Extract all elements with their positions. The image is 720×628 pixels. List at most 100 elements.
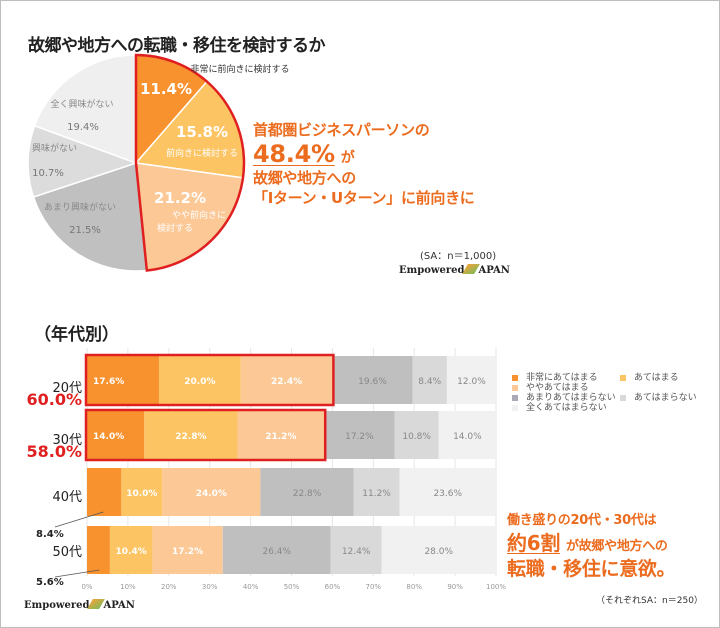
legend-label: あてはまる — [634, 373, 679, 383]
pie-category-label: 全く興味がない — [50, 98, 113, 110]
bar-segment — [109, 526, 153, 574]
pie-chart: 11.4% 15.8% 21.2% 21.5% 10.7% 19.4% 非常に前向きに検討す… — [27, 53, 290, 272]
bar-segment — [330, 526, 382, 574]
callout-40s-first: 8.4% — [36, 529, 64, 540]
x-tick-label: 50% — [284, 583, 300, 591]
x-tick-label: 40% — [243, 583, 259, 591]
legend-item: ややあてはまる — [512, 383, 620, 393]
bar-value-label: 20.0% — [184, 377, 215, 387]
pie-value-label: 11.4% — [140, 80, 192, 98]
x-tick-label: 0% — [81, 583, 92, 591]
bar-value-label: 28.0% — [424, 547, 453, 557]
callout2-line-1: 働き盛りの20代・30代は — [507, 513, 657, 528]
bar-value-label: 26.4% — [262, 547, 291, 557]
x-tick-label: 80% — [406, 583, 422, 591]
callout-line-1: 首都圏ビジネスパーソンの — [253, 121, 430, 139]
pie-category-label: 非常に前向きに検討する — [190, 63, 289, 75]
legend-label: ややあてはまる — [526, 383, 589, 393]
age-label-50s: 50代 — [52, 545, 82, 560]
x-tick-label: 70% — [366, 583, 382, 591]
bar-segment — [222, 526, 331, 574]
bar-value-label: 22.8% — [175, 432, 206, 442]
legend-swatch — [512, 375, 518, 381]
bar-segment — [446, 356, 496, 404]
pie-slice — [32, 161, 148, 272]
bar-value-label: 12.0% — [457, 377, 486, 387]
callout-suffix: が — [340, 150, 355, 166]
bar-segment — [412, 356, 447, 404]
bar-legend: 非常にあてはまる あてはまる ややあてはまる あまりあてはまらない あてはまらな… — [512, 373, 720, 413]
bar-segment — [87, 411, 145, 459]
sample-note-2: （それぞれSA：n＝250） — [596, 596, 703, 606]
legend-label: 全くあてはまらない — [526, 403, 607, 413]
callout-highlight: 48.4% — [253, 140, 335, 168]
bar-segment — [152, 526, 223, 574]
x-tick-label: 100% — [486, 583, 506, 591]
legend-item: 非常にあてはまる — [512, 373, 620, 383]
bar-value-label: 14.0% — [93, 432, 124, 442]
page-title: 故郷や地方への転職・移住を検討するか — [28, 36, 326, 56]
brand-right: APAN — [103, 600, 135, 611]
brand-right: APAN — [478, 265, 510, 276]
bar-value-label: 12.4% — [342, 547, 371, 557]
brand-logo: Empowered APAN — [399, 264, 510, 276]
age-label-30s: 30代 — [52, 433, 82, 448]
x-tick-label: 10% — [120, 583, 136, 591]
bar-segment — [87, 356, 159, 404]
bar-value-label: 8.4% — [418, 377, 441, 387]
bar-segment — [87, 468, 122, 516]
bar-segment — [240, 356, 333, 404]
bar-value-label: 10.4% — [116, 547, 147, 557]
x-tick-label: 60% — [325, 583, 341, 591]
bar-value-label: 14.0% — [453, 432, 482, 442]
sample-note-1: (SA：n＝1,000) — [420, 251, 497, 262]
legend-label: あてはまらない — [634, 393, 697, 403]
bar-segment — [260, 468, 354, 516]
bar-value-label: 21.2% — [265, 432, 296, 442]
bar-value-label: 23.6% — [433, 489, 462, 499]
callout-line-4: 「Iターン・Uターン」に前向きに — [253, 189, 475, 207]
legend-label: 非常にあてはまる — [526, 373, 598, 383]
bar-value-label: 17.2% — [172, 547, 203, 557]
brand-left: Empowered — [24, 600, 90, 611]
bar-value-label: 22.8% — [293, 489, 322, 499]
bar-segment — [158, 356, 241, 404]
highlight-box — [84, 353, 335, 407]
bar-segment — [324, 411, 395, 459]
legend-item: あてはまる — [620, 373, 720, 383]
pie-category-label: やや前向きに — [172, 209, 226, 221]
bar-value-label: 17.6% — [93, 377, 124, 387]
x-tick-label: 20% — [161, 583, 177, 591]
legend-item: 全くあてはまらない — [512, 403, 620, 413]
bar-segment — [332, 356, 413, 404]
pie-value-label: 21.2% — [154, 189, 206, 207]
x-tick-label: 90% — [447, 583, 463, 591]
pie-value-label: 15.8% — [176, 123, 228, 141]
bar-value-label: 10.8% — [402, 432, 431, 442]
pie-slice — [33, 54, 137, 165]
age-label-40s: 40代 — [52, 490, 82, 505]
bar-value-label: 17.2% — [345, 432, 374, 442]
legend-swatch — [512, 405, 518, 411]
bar-segment — [121, 468, 163, 516]
pie-category-label: あまり興味がない — [44, 201, 116, 213]
brand-left: Empowered — [399, 265, 465, 276]
leader-line — [54, 511, 104, 528]
legend-item: あてはまらない — [620, 393, 720, 403]
bar-segment — [399, 468, 496, 516]
bar-value-label: 22.4% — [271, 377, 302, 387]
pie-value-label: 21.5% — [69, 225, 101, 236]
x-tick-label: 30% — [202, 583, 218, 591]
bar-value-label: 11.2% — [362, 489, 391, 499]
callout2-mid: が故郷や地方への — [566, 539, 668, 554]
callout2-highlight: 約6割 — [507, 531, 561, 555]
pie-category-label: 前向きに検討する — [166, 147, 238, 159]
age-total-30s: 58.0% — [26, 442, 82, 461]
leader-line — [54, 569, 100, 578]
age-total-20s: 60.0% — [26, 390, 82, 409]
brand-logo-bottom: Empowered APAN — [24, 599, 135, 611]
highlight-box — [84, 408, 327, 462]
bar-segment — [87, 526, 110, 574]
callout-50s-first: 5.6% — [36, 577, 64, 588]
callout-line-3: 故郷や地方への — [253, 169, 356, 187]
